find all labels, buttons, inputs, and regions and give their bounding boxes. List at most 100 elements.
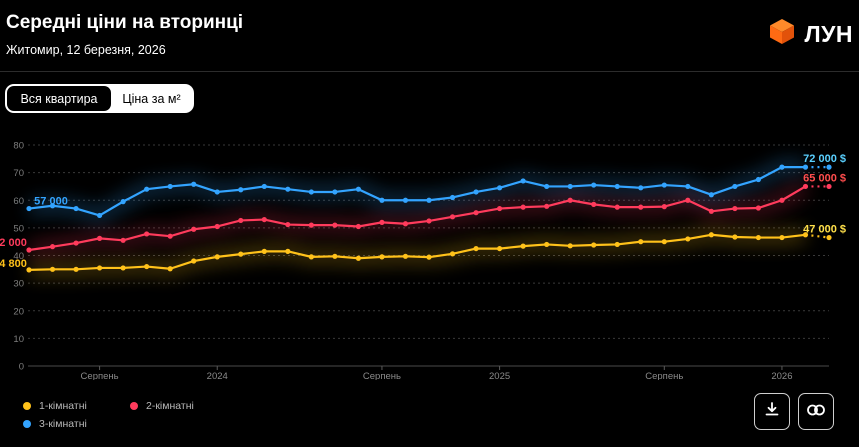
data-point[interactable] [191,258,197,264]
data-point[interactable] [544,183,550,190]
data-point[interactable] [332,189,338,195]
data-point[interactable] [26,247,32,253]
data-point[interactable] [167,233,173,239]
data-point[interactable] [238,217,244,224]
data-point[interactable] [614,241,620,248]
data-point[interactable] [167,183,173,190]
data-point[interactable] [355,186,362,192]
legend-item-2-room[interactable]: 2-кімнатні [130,400,194,412]
data-point[interactable] [614,183,620,190]
data-point[interactable] [779,164,785,170]
data-point[interactable] [520,204,526,210]
data-point[interactable] [520,178,526,184]
data-point[interactable] [26,205,32,212]
data-point[interactable] [685,197,691,203]
data-point[interactable] [544,241,550,248]
data-point[interactable] [26,267,32,273]
data-point[interactable] [638,185,644,191]
data-point[interactable] [73,205,79,212]
data-point[interactable] [826,234,832,241]
data-point[interactable] [120,265,126,271]
data-point[interactable] [544,203,550,209]
data-point[interactable] [285,186,291,192]
data-point[interactable] [49,203,56,209]
data-point[interactable] [661,239,667,245]
data-point[interactable] [473,210,479,216]
data-point[interactable] [755,205,762,211]
data-point[interactable] [708,192,714,198]
data-point[interactable] [96,265,103,271]
data-point[interactable] [379,254,385,260]
data-point[interactable] [449,251,456,257]
series-line-2-room[interactable] [28,185,807,252]
data-point[interactable] [802,183,809,190]
brand-logo[interactable]: ЛУН [769,19,853,49]
data-point[interactable] [261,183,267,190]
data-point[interactable] [144,263,150,270]
data-point[interactable] [96,235,103,241]
data-point[interactable] [779,197,785,203]
data-point[interactable] [779,234,785,241]
data-point[interactable] [473,245,479,252]
data-point[interactable] [802,164,809,170]
data-point[interactable] [285,221,291,228]
data-point[interactable] [449,194,456,201]
data-point[interactable] [355,223,362,230]
data-point[interactable] [402,197,409,203]
data-point[interactable] [308,254,314,260]
legend-item-1-room[interactable]: 1-кімнатні [23,400,87,412]
data-point[interactable] [191,226,197,232]
data-point[interactable] [732,205,738,212]
data-point[interactable] [826,164,832,170]
data-point[interactable] [708,208,714,214]
data-point[interactable] [638,204,644,210]
data-point[interactable] [214,223,220,230]
data-point[interactable] [73,266,79,272]
data-point[interactable] [120,199,126,205]
data-point[interactable] [732,234,738,240]
data-point[interactable] [214,254,220,260]
data-point[interactable] [567,243,573,249]
data-point[interactable] [49,266,56,272]
data-point[interactable] [685,183,691,190]
data-point[interactable] [285,248,291,254]
data-point[interactable] [755,176,762,183]
legend-item-3-room[interactable]: 3-кімнатні [23,418,87,430]
series-line-1-room[interactable] [28,233,806,271]
data-point[interactable] [214,189,220,195]
data-point[interactable] [426,197,432,203]
data-point[interactable] [379,219,385,225]
data-point[interactable] [591,242,597,248]
data-point[interactable] [191,181,197,187]
data-point[interactable] [379,197,385,203]
data-point[interactable] [402,221,409,227]
download-button[interactable] [754,393,790,430]
data-point[interactable] [308,189,314,195]
data-point[interactable] [449,214,456,220]
data-point[interactable] [332,222,338,228]
data-point[interactable] [49,244,56,250]
data-point[interactable] [661,204,667,210]
data-point[interactable] [496,245,503,252]
data-point[interactable] [520,243,526,249]
data-point[interactable] [238,187,244,193]
data-point[interactable] [144,231,150,237]
data-point[interactable] [473,189,479,195]
data-point[interactable] [638,239,644,245]
data-point[interactable] [826,183,832,190]
data-point[interactable] [144,186,150,192]
data-point[interactable] [355,255,362,261]
data-point[interactable] [685,236,691,242]
data-point[interactable] [426,218,432,224]
data-point[interactable] [261,216,267,223]
data-point[interactable] [496,185,503,191]
data-point[interactable] [591,182,597,188]
data-point[interactable] [73,240,79,246]
data-point[interactable] [567,197,573,203]
data-point[interactable] [496,205,503,212]
data-point[interactable] [332,253,338,259]
data-point[interactable] [238,251,244,257]
data-point[interactable] [426,254,432,260]
copy-link-button[interactable] [798,393,834,430]
data-point[interactable] [96,212,103,219]
